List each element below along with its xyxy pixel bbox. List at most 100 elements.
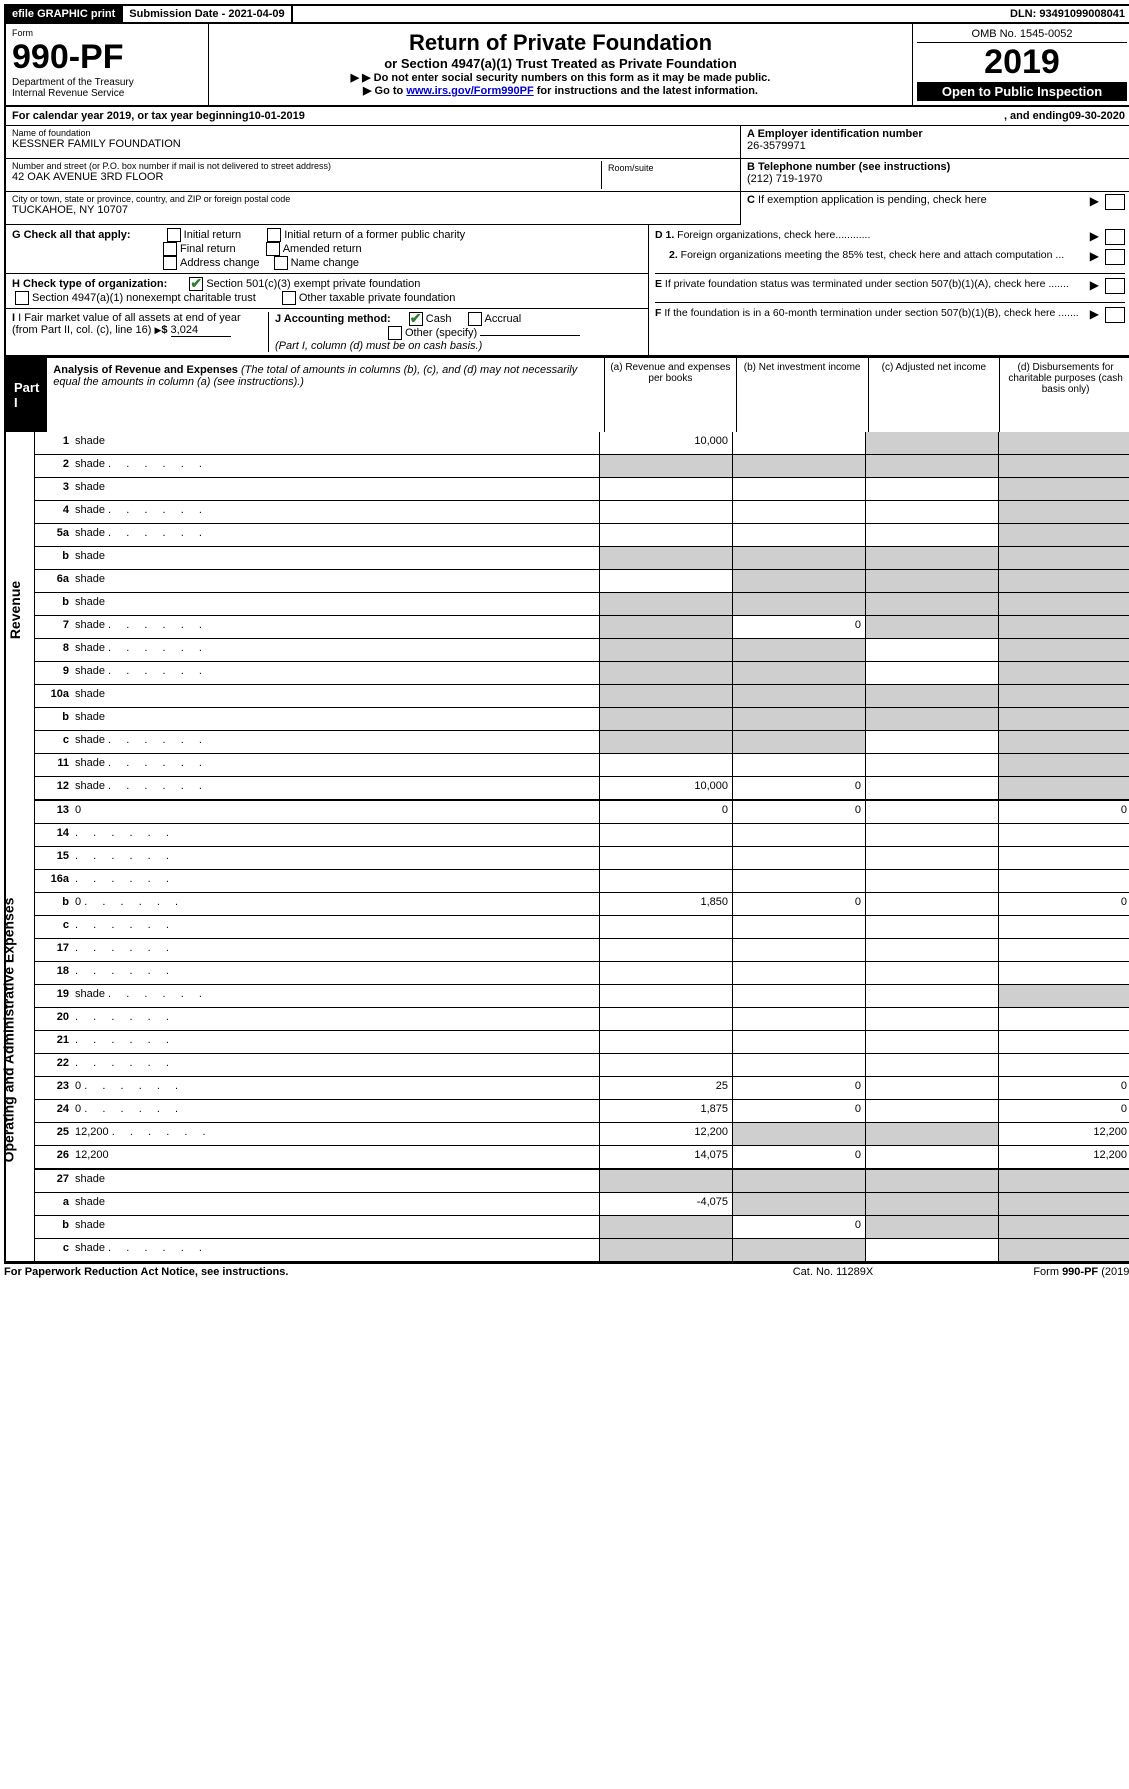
value-cell-b xyxy=(733,639,866,661)
cb-accrual[interactable] xyxy=(468,312,482,326)
line-row: 4shade . . . . . . xyxy=(35,501,1129,524)
cb-cash[interactable] xyxy=(409,312,423,326)
line-description: shade . . . . . . xyxy=(75,754,600,776)
value-cell-b: 0 xyxy=(733,616,866,638)
line-description: 0 . . . . . . xyxy=(75,1100,600,1122)
header-left: Form 990-PF Department of the Treasury I… xyxy=(6,24,209,105)
line-row: 1shade10,000 xyxy=(35,432,1129,455)
line-description: . . . . . . xyxy=(75,1008,600,1030)
value-cell-a xyxy=(600,662,733,684)
line-description: shade . . . . . . xyxy=(75,731,600,753)
d1-checkbox[interactable] xyxy=(1105,229,1125,245)
cb-address-change[interactable] xyxy=(163,256,177,270)
value-cell-a xyxy=(600,501,733,523)
line-number: 21 xyxy=(35,1031,75,1053)
line-description: . . . . . . xyxy=(75,916,600,938)
line-description: 0 . . . . . . xyxy=(75,893,600,915)
value-cell-d xyxy=(999,616,1129,638)
line-row: 17 . . . . . . xyxy=(35,939,1129,962)
cb-initial-former[interactable] xyxy=(267,228,281,242)
value-cell-a xyxy=(600,916,733,938)
city-row: City or town, state or province, country… xyxy=(6,192,740,225)
line-row: 240 . . . . . .1,87500 xyxy=(35,1100,1129,1123)
value-cell-a xyxy=(600,754,733,776)
header-center: Return of Private Foundation or Section … xyxy=(209,24,912,105)
value-cell-d xyxy=(999,1239,1129,1261)
line-description: shade xyxy=(75,1170,600,1192)
line-row: 9shade . . . . . . xyxy=(35,662,1129,685)
value-cell-c xyxy=(866,570,999,592)
value-cell-a: 10,000 xyxy=(600,432,733,454)
value-cell-b: 0 xyxy=(733,1216,866,1238)
line-description: . . . . . . xyxy=(75,962,600,984)
value-cell-a xyxy=(600,731,733,753)
line-number: c xyxy=(35,916,75,938)
value-cell-d xyxy=(999,916,1129,938)
line-row: 14 . . . . . . xyxy=(35,824,1129,847)
cb-name-change[interactable] xyxy=(274,256,288,270)
line-row: 7shade . . . . . .0 xyxy=(35,616,1129,639)
line-number: c xyxy=(35,1239,75,1261)
value-cell-b xyxy=(733,916,866,938)
f-checkbox[interactable] xyxy=(1105,307,1125,323)
tax-year: 2019 xyxy=(917,43,1127,82)
line-description: 0 . . . . . . xyxy=(75,1077,600,1099)
value-cell-a xyxy=(600,524,733,546)
top-bar: efile GRAPHIC print Submission Date - 20… xyxy=(4,4,1129,24)
value-cell-c xyxy=(866,1054,999,1076)
line-row: 19shade . . . . . . xyxy=(35,985,1129,1008)
value-cell-b xyxy=(733,455,866,477)
ein-value: 26-3579971 xyxy=(747,140,1125,152)
city-state-zip: TUCKAHOE, NY 10707 xyxy=(12,204,734,216)
cb-initial-return[interactable] xyxy=(167,228,181,242)
value-cell-a xyxy=(600,1216,733,1238)
d2-checkbox[interactable] xyxy=(1105,249,1125,265)
year-end: 09-30-2020 xyxy=(1069,110,1125,122)
cb-final-return[interactable] xyxy=(163,242,177,256)
line-number: 5a xyxy=(35,524,75,546)
value-cell-a xyxy=(600,1031,733,1053)
value-cell-c xyxy=(866,478,999,500)
part1-header: Part I Analysis of Revenue and Expenses … xyxy=(4,356,1129,432)
value-cell-a xyxy=(600,1239,733,1261)
line-number: b xyxy=(35,547,75,569)
value-cell-b: 0 xyxy=(733,777,866,799)
value-cell-a xyxy=(600,985,733,1007)
value-cell-c xyxy=(866,1100,999,1122)
value-cell-b xyxy=(733,847,866,869)
value-cell-c xyxy=(866,1031,999,1053)
cb-other-taxable[interactable] xyxy=(282,291,296,305)
e-checkbox[interactable] xyxy=(1105,278,1125,294)
d-section: D 1. Foreign organizations, check here..… xyxy=(655,229,1125,274)
cb-4947a1[interactable] xyxy=(15,291,29,305)
cat-no: Cat. No. 11289X xyxy=(733,1266,933,1278)
line-row: 18 . . . . . . xyxy=(35,962,1129,985)
value-cell-d xyxy=(999,639,1129,661)
value-cell-d xyxy=(999,1170,1129,1192)
cb-amended-return[interactable] xyxy=(266,242,280,256)
c-checkbox[interactable] xyxy=(1105,194,1125,210)
line-number: b xyxy=(35,1216,75,1238)
line-row: 6ashade xyxy=(35,570,1129,593)
value-cell-c xyxy=(866,916,999,938)
cb-501c3[interactable] xyxy=(189,277,203,291)
line-description: shade . . . . . . xyxy=(75,524,600,546)
cb-other-method[interactable] xyxy=(388,326,402,340)
value-cell-c xyxy=(866,1146,999,1168)
line-number: 15 xyxy=(35,847,75,869)
value-cell-a: 25 xyxy=(600,1077,733,1099)
value-cell-b xyxy=(733,1031,866,1053)
value-cell-b xyxy=(733,939,866,961)
footer: For Paperwork Reduction Act Notice, see … xyxy=(4,1263,1129,1278)
line-description: shade xyxy=(75,478,600,500)
value-cell-c xyxy=(866,1193,999,1215)
value-cell-d xyxy=(999,870,1129,892)
line-row: bshade xyxy=(35,547,1129,570)
line-number: 27 xyxy=(35,1170,75,1192)
line-description: 0 xyxy=(75,801,600,823)
line-number: 7 xyxy=(35,616,75,638)
value-cell-c xyxy=(866,1239,999,1261)
value-cell-d xyxy=(999,847,1129,869)
value-cell-c xyxy=(866,547,999,569)
irs-link[interactable]: www.irs.gov/Form990PF xyxy=(406,85,533,97)
